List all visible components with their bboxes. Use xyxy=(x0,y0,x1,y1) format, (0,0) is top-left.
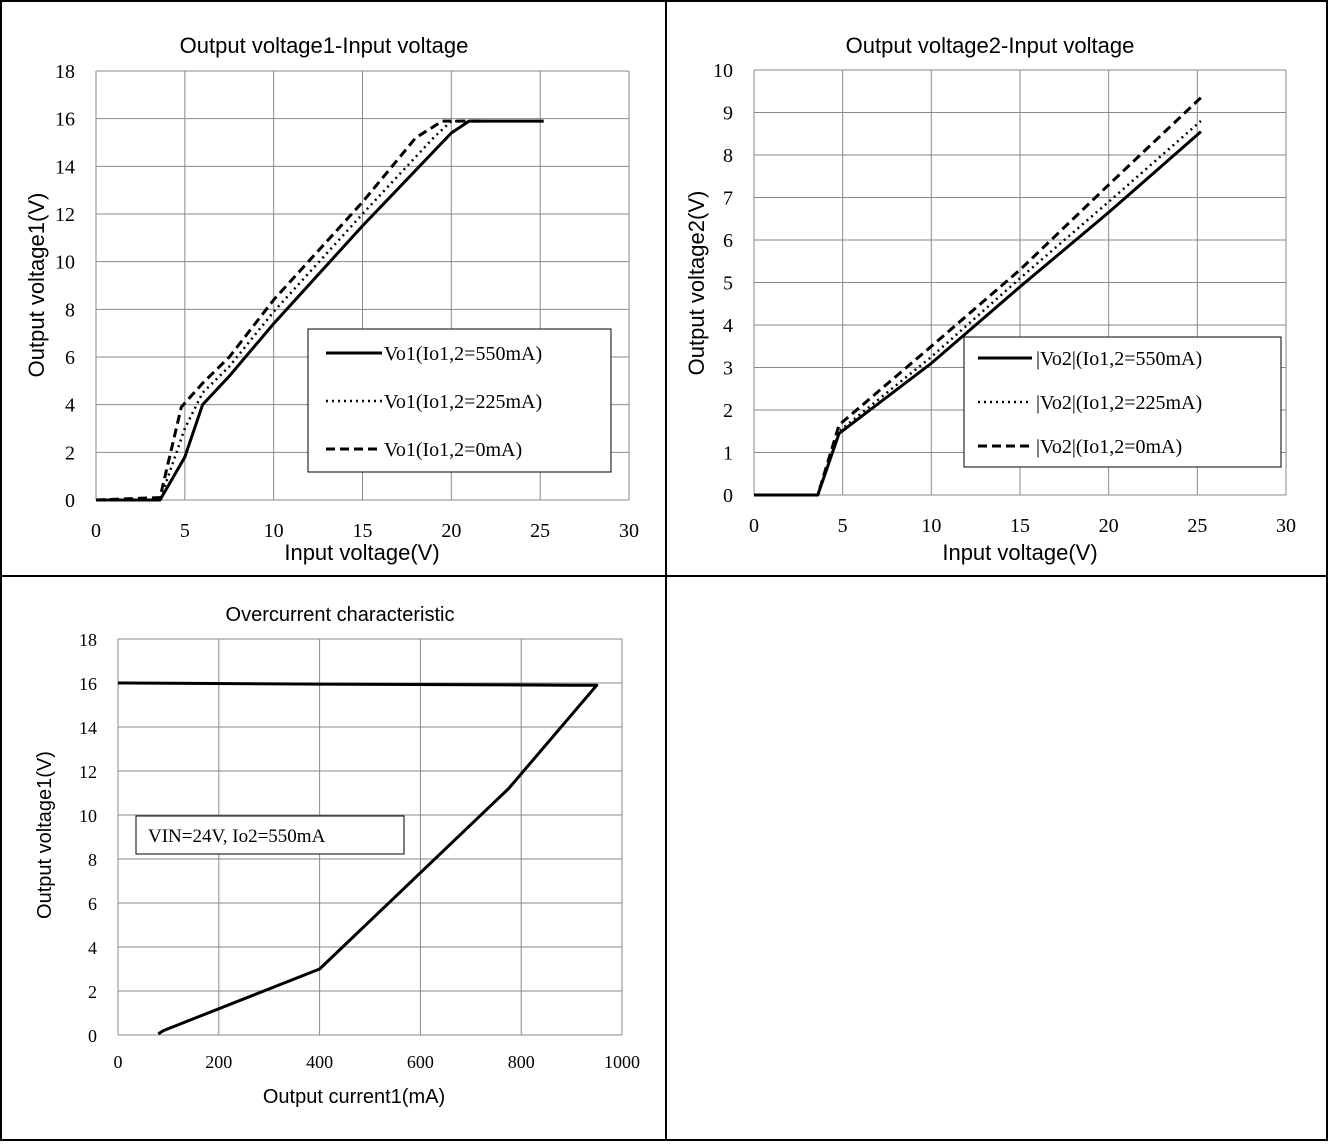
chart2-xtick-label-4: 800 xyxy=(508,1052,535,1072)
chart1-ytick-label-0: 0 xyxy=(723,485,733,507)
chart0-series-line-1 xyxy=(96,119,487,502)
chart1-ytick-label-9: 9 xyxy=(723,103,733,125)
chart0-xtick-label-0: 0 xyxy=(91,520,101,542)
chart1-tick-labels: 0 5 10 15 20 25 30 0 1 2 3 4 5 6 7 8 9 10 xyxy=(713,60,1296,537)
chart2-series-lines xyxy=(117,681,599,1036)
chart0-ytick-label-3: 6 xyxy=(65,347,75,369)
chart1-title: Output voltage2-Input voltage xyxy=(846,33,1135,58)
chart1-xtick-label-1: 5 xyxy=(838,515,848,537)
chart0-ytick-label-5: 10 xyxy=(55,252,75,274)
chart1-ytick-label-7: 7 xyxy=(723,188,733,210)
chart2-annotation: VIN=24V, Io2=550mA xyxy=(135,815,405,855)
chart0-xlabel: Input voltage(V) xyxy=(284,540,439,565)
chart1-xtick-label-5: 25 xyxy=(1187,515,1207,537)
chart1-ytick-label-4: 4 xyxy=(723,315,733,337)
chart1-ytick-label-6: 6 xyxy=(723,230,733,252)
chart1-xtick-label-0: 0 xyxy=(749,515,759,537)
chart-overcurrent: 0 200 400 600 800 1000 0 2 4 6 8 10 12 14 16 18 Overcur… xyxy=(34,604,640,1108)
chart0-xtick-label-4: 20 xyxy=(441,520,461,542)
chart1-legend: |Vo2|(Io1,2=550mA) |Vo2|(Io1,2=225mA) |V… xyxy=(963,336,1282,468)
chart1-ytick-label-5: 5 xyxy=(723,273,733,295)
chart0-series-line-2 xyxy=(95,119,487,502)
chart1-ytick-label-2: 2 xyxy=(723,400,733,422)
chart0-ytick-label-7: 14 xyxy=(55,156,75,178)
chart1-ytick-label-3: 3 xyxy=(723,358,733,380)
chart1-legend-box xyxy=(963,336,1282,468)
chart0-xtick-label-2: 10 xyxy=(264,520,284,542)
chart2-ytick-label-1: 2 xyxy=(88,982,97,1002)
chart2-xtick-label-2: 400 xyxy=(306,1052,333,1072)
chart1-xtick-label-2: 10 xyxy=(921,515,941,537)
chart1-series-lines xyxy=(754,96,1202,497)
chart2-ytick-label-9: 18 xyxy=(79,630,97,650)
chart1-ytick-label-1: 1 xyxy=(723,443,733,465)
chart0-ytick-label-1: 2 xyxy=(65,442,75,464)
chart1-legend-label-1: |Vo2|(Io1,2=225mA) xyxy=(1036,392,1202,414)
chart1-ytick-label-8: 8 xyxy=(723,145,733,167)
chart1-xtick-label-3: 15 xyxy=(1010,515,1030,537)
chart2-tick-labels: 0 200 400 600 800 1000 0 2 4 6 8 10 12 14 16 18 xyxy=(79,630,640,1072)
chart0-legend: Vo1(Io1,2=550mA) Vo1(Io1,2=225mA) Vo1(Io… xyxy=(307,328,612,473)
chart1-ytick-label-10: 10 xyxy=(713,60,733,82)
chart0-ytick-label-8: 16 xyxy=(55,109,75,131)
chart0-xtick-label-6: 30 xyxy=(619,520,639,542)
chart2-annotation-box xyxy=(135,815,405,855)
chart1-xtick-label-6: 30 xyxy=(1276,515,1296,537)
chart0-ylabel: Output voltage1(V) xyxy=(24,193,49,378)
chart0-title: Output voltage1-Input voltage xyxy=(180,33,469,58)
chart0-legend-label-2: Vo1(Io1,2=0mA) xyxy=(384,439,522,461)
chart2-series-line-0 xyxy=(117,681,599,1036)
chart0-xtick-label-3: 15 xyxy=(353,520,373,542)
chart1-xlabel: Input voltage(V) xyxy=(942,540,1097,565)
chart0-xtick-label-1: 5 xyxy=(180,520,190,542)
chart2-ylabel: Output voltage1(V) xyxy=(34,751,56,919)
chart2-ytick-label-3: 6 xyxy=(88,894,97,914)
chart0-ytick-label-9: 18 xyxy=(55,61,75,83)
chart0-legend-label-1: Vo1(Io1,2=225mA) xyxy=(384,391,542,413)
chart2-ytick-label-0: 0 xyxy=(88,1026,97,1046)
chart2-ytick-label-6: 12 xyxy=(79,762,97,782)
chart0-ytick-label-6: 12 xyxy=(55,204,75,226)
chart2-ytick-label-2: 4 xyxy=(88,938,97,958)
chart1-series-line-2 xyxy=(754,96,1202,497)
chart2-xtick-label-5: 1000 xyxy=(604,1052,640,1072)
chart0-series-lines xyxy=(95,119,544,502)
chart0-xtick-label-5: 25 xyxy=(530,520,550,542)
chart0-ytick-label-0: 0 xyxy=(65,490,75,512)
chart0-ytick-label-2: 4 xyxy=(65,395,75,417)
chart1-legend-label-0: |Vo2|(Io1,2=550mA) xyxy=(1036,348,1202,370)
chart-output-voltage1: 0 5 10 15 20 25 30 0 2 4 6 8 10 12 14 16 18 Output volta… xyxy=(24,33,639,565)
chart2-xtick-label-0: 0 xyxy=(114,1052,123,1072)
chart2-xtick-label-1: 200 xyxy=(205,1052,232,1072)
chart2-ytick-label-4: 8 xyxy=(88,850,97,870)
chart-output-voltage2: 0 5 10 15 20 25 30 0 1 2 3 4 5 6 7 8 9 10 Output voltage2… xyxy=(684,33,1296,565)
chart2-ytick-label-7: 14 xyxy=(79,718,97,738)
chart2-xlabel: Output current1(mA) xyxy=(263,1086,445,1108)
chart2-xtick-label-3: 600 xyxy=(407,1052,434,1072)
chart2-annotation-text: VIN=24V, Io2=550mA xyxy=(148,826,326,847)
chart0-legend-label-0: Vo1(Io1,2=550mA) xyxy=(384,343,542,365)
chart0-ytick-label-4: 8 xyxy=(65,299,75,321)
chart1-legend-label-2: |Vo2|(Io1,2=0mA) xyxy=(1036,436,1182,458)
chart2-ytick-label-8: 16 xyxy=(79,674,97,694)
chart1-ylabel: Output voltage2(V) xyxy=(684,191,709,376)
chart1-xtick-label-4: 20 xyxy=(1099,515,1119,537)
chart2-ytick-label-5: 10 xyxy=(79,806,97,826)
chart2-title: Overcurrent characteristic xyxy=(226,604,455,626)
chart0-tick-labels: 0 5 10 15 20 25 30 0 2 4 6 8 10 12 14 16 18 xyxy=(55,61,639,542)
